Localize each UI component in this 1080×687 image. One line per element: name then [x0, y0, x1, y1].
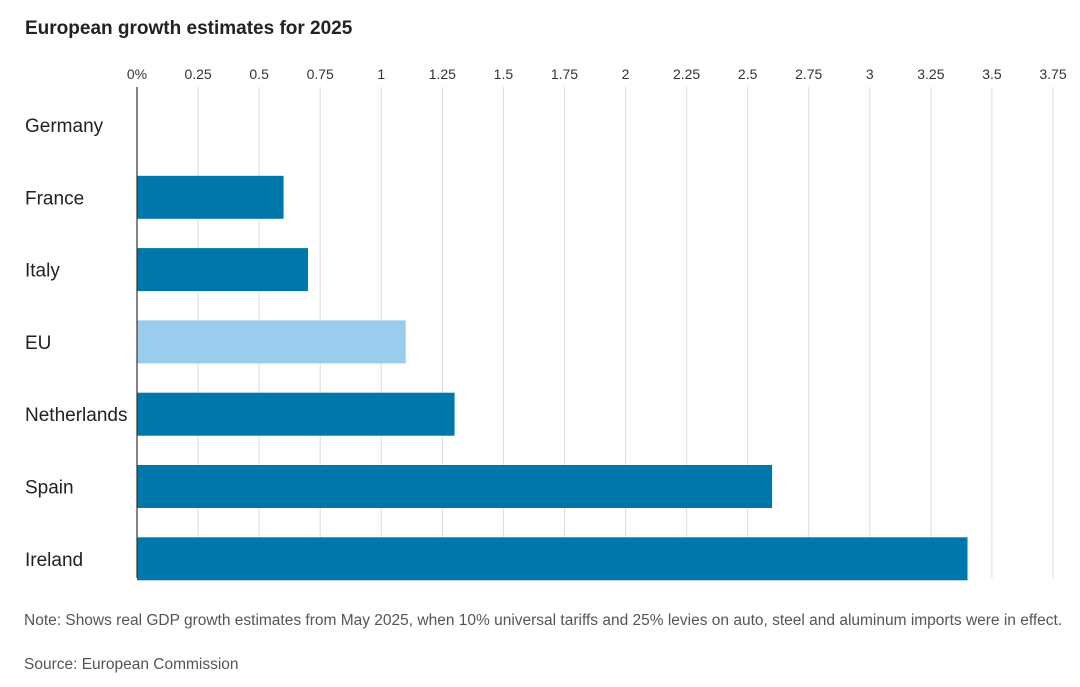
category-label-ireland: Ireland [25, 550, 83, 571]
bar-ireland [137, 537, 968, 581]
x-tick-label: 3.75 [1039, 66, 1066, 82]
category-labels: Germany France Italy EU Netherlands Spain Irel… [25, 116, 127, 571]
x-tick-label: 2 [622, 66, 630, 82]
x-tick-label: 2.25 [673, 66, 700, 82]
x-tick-label: 3.25 [917, 66, 944, 82]
x-tick-label: 3 [866, 66, 874, 82]
chart-note: Note: Shows real GDP growth estimates fr… [24, 612, 1063, 629]
bar-netherlands [137, 392, 455, 436]
bar-spain [137, 465, 773, 508]
bar-eu [137, 320, 406, 364]
category-label-italy: Italy [25, 261, 60, 282]
x-tick-label: 1 [377, 66, 385, 82]
x-tick-label: 2.75 [795, 66, 822, 82]
x-tick-label: 0.75 [307, 66, 334, 82]
x-tick-label: 0.25 [184, 66, 211, 82]
x-tick-label: 1.5 [494, 66, 514, 82]
x-axis-ticks: 0% 0.25 0.5 0.75 1 1.25 1.5 1.75 2 2.25 2.5 2.75 3 3.… [127, 66, 1067, 82]
category-label-france: France [25, 188, 84, 209]
chart-source: Source: European Commission [24, 656, 239, 673]
x-tick-label: 3.5 [982, 66, 1002, 82]
x-tick-label: 0.5 [249, 66, 269, 82]
chart-title: European growth estimates for 2025 [25, 18, 353, 39]
category-label-netherlands: Netherlands [25, 405, 127, 426]
bar-france [137, 175, 284, 219]
x-tick-label: 0% [127, 66, 147, 82]
x-tick-label: 1.25 [429, 66, 456, 82]
bars [137, 175, 968, 581]
category-label-germany: Germany [25, 116, 104, 137]
bar-chart: 0% 0.25 0.5 0.75 1 1.25 1.5 1.75 2 2.25 2.5 2.75 3 3.… [25, 66, 1067, 581]
x-tick-label: 2.5 [738, 66, 758, 82]
category-label-eu: EU [25, 333, 51, 354]
bar-italy [137, 248, 308, 292]
x-tick-label: 1.75 [551, 66, 578, 82]
category-label-spain: Spain [25, 478, 74, 499]
